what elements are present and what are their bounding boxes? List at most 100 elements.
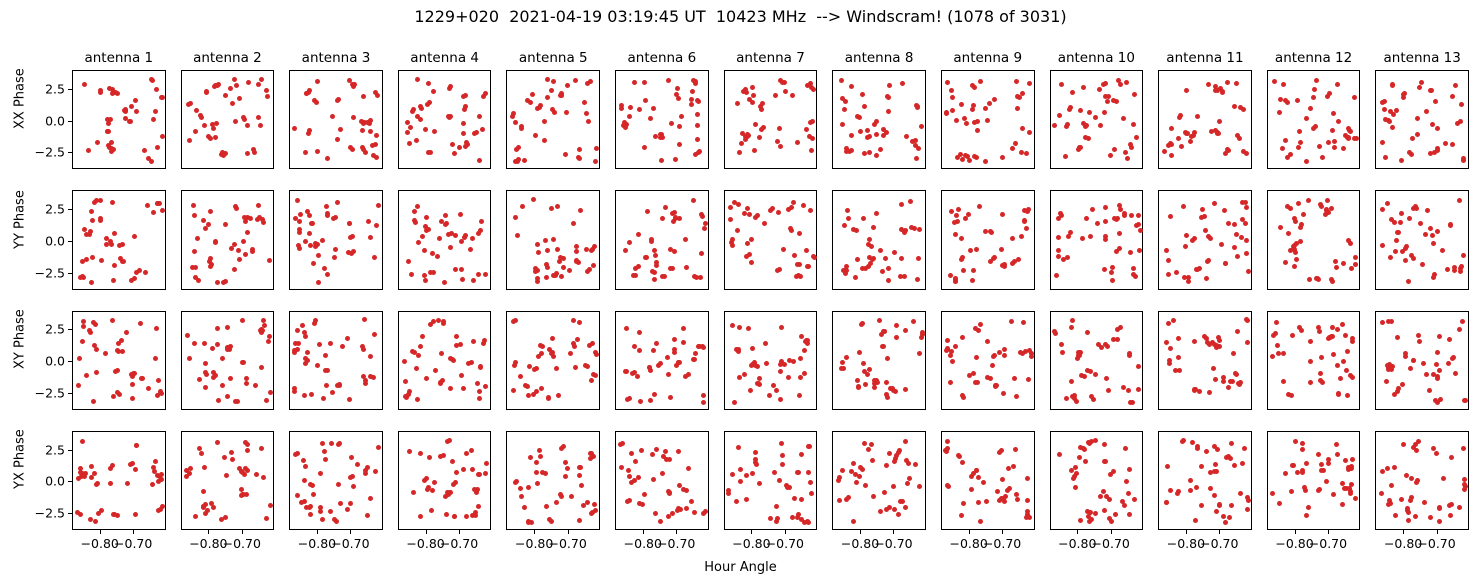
scatter-point — [565, 83, 571, 89]
scatter-point — [1354, 135, 1360, 141]
scatter-point — [1461, 445, 1467, 451]
scatter-point — [1187, 478, 1193, 484]
scatter-point — [584, 247, 590, 253]
scatter-point — [1382, 107, 1388, 113]
scatter-point — [540, 470, 546, 476]
scatter-point — [648, 367, 654, 373]
scatter-point — [780, 452, 785, 458]
scatter-point — [301, 458, 307, 464]
scatter-point — [1457, 326, 1463, 332]
scatter-point — [263, 515, 269, 521]
scatter-point — [406, 259, 412, 265]
scatter-point — [453, 342, 459, 348]
scatter-point — [1311, 87, 1317, 93]
scatter-point — [999, 263, 1005, 269]
scatter-point — [1307, 358, 1313, 364]
scatter-point — [323, 204, 329, 210]
scatter-point — [743, 254, 749, 260]
scatter-point — [335, 199, 341, 205]
subplot-xx-antenna-12: antenna 12 — [1266, 50, 1361, 170]
scatter-point — [798, 496, 804, 502]
x-tick-mark — [1002, 530, 1004, 534]
scatter-point — [228, 375, 234, 381]
scatter-point — [1233, 231, 1239, 237]
scatter-point — [1180, 203, 1186, 209]
scatter-point — [306, 213, 312, 219]
scatter-point — [1170, 318, 1176, 324]
scatter-point — [618, 102, 624, 108]
scatter-point — [221, 279, 227, 285]
scatter-point — [438, 218, 444, 224]
scatter-point — [974, 354, 980, 360]
scatter-point — [93, 518, 99, 524]
scatter-point — [650, 477, 656, 483]
scatter-point — [554, 271, 560, 277]
scatter-point — [134, 443, 140, 449]
scatter-point — [1340, 481, 1346, 487]
scatter-point — [241, 238, 247, 244]
subplot-xx-antenna-5: antenna 5 — [506, 50, 601, 170]
subplot-xy-antenna-12 — [1266, 310, 1361, 410]
scatter-point — [104, 116, 110, 122]
scatter-point — [1335, 451, 1341, 457]
scatter-point — [417, 451, 423, 457]
scatter-point — [887, 504, 893, 510]
scatter-point — [1004, 488, 1010, 494]
scatter-point — [97, 215, 103, 221]
scatter-point — [351, 115, 357, 121]
scatter-point — [1108, 153, 1114, 159]
scatter-point — [264, 87, 270, 93]
subplot-xy-antenna-4 — [397, 310, 492, 410]
scatter-point — [255, 82, 261, 88]
scatter-point — [459, 266, 465, 272]
scatter-point — [1385, 201, 1391, 207]
scatter-point — [887, 83, 893, 89]
scatter-point — [481, 341, 487, 347]
scatter-point — [311, 260, 317, 266]
scatter-point — [237, 466, 243, 472]
scatter-point — [756, 480, 762, 486]
scatter-point — [1130, 121, 1136, 127]
scatter-point — [1414, 448, 1420, 454]
scatter-point — [755, 380, 761, 386]
subplot-xx-antenna-6: antenna 6 — [615, 50, 709, 170]
scatter-point — [1106, 387, 1112, 393]
scatter-point — [878, 147, 884, 152]
scatter-point — [561, 443, 567, 449]
scatter-point — [681, 340, 687, 346]
scatter-point — [1303, 512, 1309, 518]
scatter-point — [880, 328, 886, 334]
scatter-point — [1436, 368, 1442, 374]
scatter-point — [1082, 134, 1088, 140]
subplot-title: antenna 8 — [844, 50, 914, 66]
scatter-point — [368, 496, 374, 502]
scatter-point — [152, 356, 158, 362]
scatter-point — [313, 99, 319, 105]
scatter-point — [479, 218, 485, 224]
scatter-point — [893, 335, 899, 341]
scatter-point — [423, 376, 429, 382]
scatter-point — [1088, 394, 1094, 400]
scatter-point — [1136, 213, 1141, 219]
scatter-point — [123, 330, 129, 336]
scatter-point — [1220, 374, 1226, 380]
scatter-point — [1416, 338, 1422, 344]
scatter-point — [652, 391, 658, 397]
scatter-point — [1430, 371, 1436, 377]
scatter-point — [154, 200, 160, 206]
scatter-point — [856, 384, 862, 389]
scatter-point — [1384, 362, 1390, 368]
scatter-point — [1294, 257, 1300, 263]
scatter-point — [1335, 119, 1341, 125]
scatter-point — [362, 120, 368, 126]
scatter-point — [1009, 236, 1015, 242]
scatter-point — [435, 253, 441, 259]
scatter-point — [1297, 129, 1303, 134]
scatter-point — [778, 440, 784, 446]
scatter-point — [665, 371, 671, 377]
scatter-point — [662, 204, 668, 210]
scatter-point — [234, 206, 240, 212]
scatter-point — [849, 469, 855, 475]
scatter-point — [336, 97, 342, 103]
scatter-point — [303, 333, 309, 339]
